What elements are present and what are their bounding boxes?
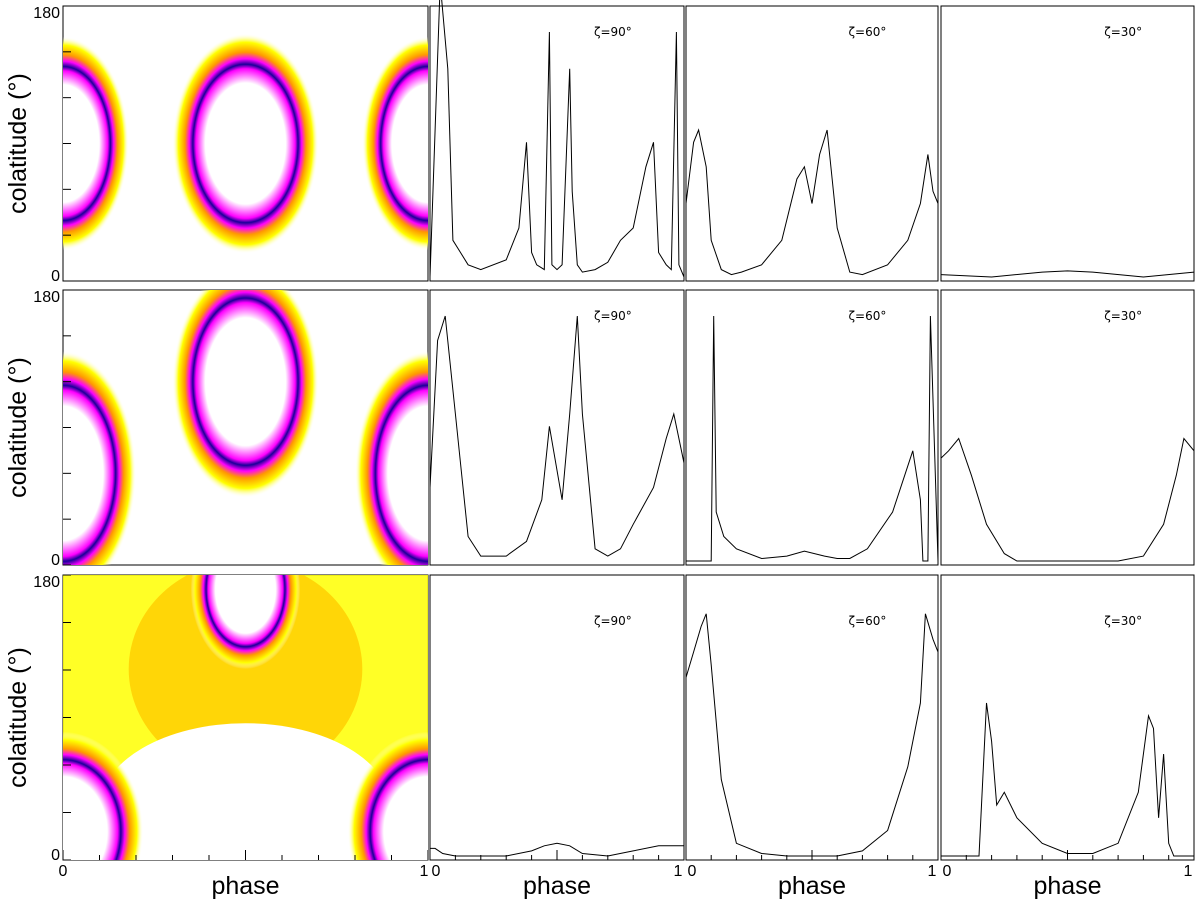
- x-axis-label: phase: [211, 872, 279, 900]
- lightcurve-frame: [940, 5, 1195, 282]
- xtick-label-1: 1: [420, 863, 429, 880]
- x-axis-label: phase: [778, 872, 846, 900]
- ytick-label-0: 0: [51, 847, 60, 864]
- xtick-label-1: 1: [928, 863, 937, 880]
- y-axis-label: colatitude (°): [4, 73, 32, 214]
- heatmap-ring: [172, 33, 319, 254]
- lightcurve-series: [685, 613, 939, 857]
- heatmap-ring: [63, 351, 136, 565]
- lightcurve-frame: [940, 289, 1195, 566]
- heatmap-1: [63, 33, 428, 254]
- lightcurve-annotation: ζ=30°: [1104, 25, 1142, 39]
- lightcurve-annotation: ζ=90°: [594, 25, 632, 39]
- heatmap-ring: [190, 575, 301, 670]
- lightcurve-frame: [429, 289, 685, 566]
- heatmap-ring: [355, 351, 428, 565]
- lightcurve-annotation: ζ=60°: [849, 25, 887, 39]
- heatmap-3: [63, 575, 428, 860]
- y-axis-label: colatitude (°): [4, 647, 32, 788]
- lightcurve-series: [685, 128, 939, 276]
- xtick-label-1: 1: [674, 863, 683, 880]
- lightcurve-frame: [685, 574, 939, 861]
- lightcurve-frame: [429, 5, 685, 282]
- lightcurve-series: [429, 0, 685, 278]
- xtick-label-0: 0: [59, 863, 68, 880]
- heatmap-ring: [63, 36, 129, 251]
- heatmap-ring: [63, 731, 144, 860]
- ytick-label-0: 0: [51, 552, 60, 569]
- lightcurve-series: [430, 842, 684, 857]
- ytick-label-180: 180: [33, 5, 60, 22]
- lightcurve-annotation: ζ=30°: [1104, 309, 1142, 323]
- lightcurve-frame: [429, 574, 685, 861]
- ytick-label-180: 180: [33, 574, 60, 591]
- xtick-label-1: 1: [1184, 863, 1193, 880]
- x-axis-label: phase: [523, 872, 591, 900]
- lightcurve-annotation: ζ=60°: [849, 614, 887, 628]
- heatmap-void: [99, 723, 392, 860]
- ytick-label-0: 0: [51, 268, 60, 285]
- heatmap-band: [128, 575, 363, 778]
- lightcurve-frame: [685, 5, 939, 282]
- ytick-label-180: 180: [33, 289, 60, 306]
- lightcurve-series: [941, 702, 1194, 857]
- lightcurve-annotation: ζ=30°: [1104, 614, 1142, 628]
- lightcurve-series: [940, 437, 1195, 562]
- xtick-label-0: 0: [688, 863, 697, 880]
- heatmap-ring: [172, 290, 319, 498]
- xtick-label-0: 0: [432, 863, 441, 880]
- x-axis-label: phase: [1033, 872, 1101, 900]
- lightcurve-frame: [685, 289, 939, 566]
- xtick-label-0: 0: [943, 863, 952, 880]
- lightcurve-annotation: ζ=90°: [594, 614, 632, 628]
- lightcurve-annotation: ζ=60°: [849, 309, 887, 323]
- lightcurve-series: [429, 315, 685, 557]
- lightcurve-annotation: ζ=90°: [594, 309, 632, 323]
- lightcurve-series: [940, 270, 1195, 278]
- y-axis-label: colatitude (°): [4, 357, 32, 498]
- lightcurve-frame: [940, 574, 1195, 861]
- lightcurve-series: [686, 315, 939, 562]
- heatmap-ring: [347, 731, 428, 860]
- heatmap-2: [63, 290, 428, 565]
- heatmap-ring: [362, 36, 428, 251]
